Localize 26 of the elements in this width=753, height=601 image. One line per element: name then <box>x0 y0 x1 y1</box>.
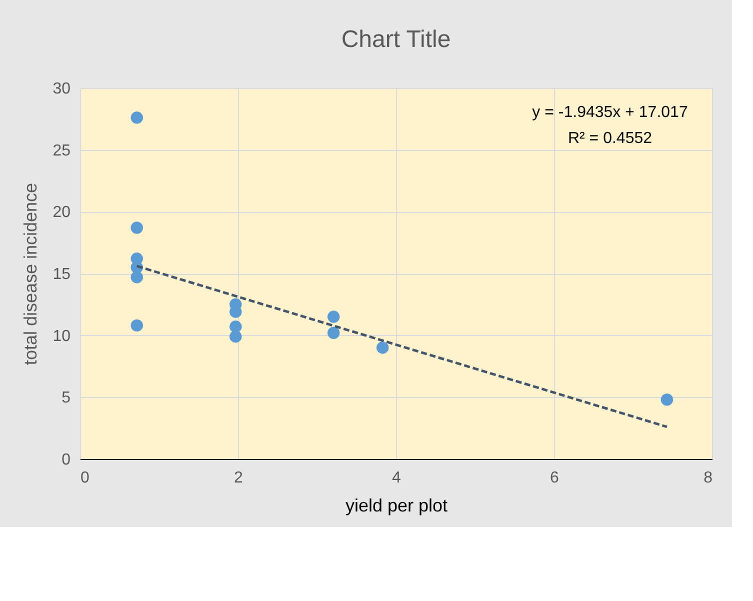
point <box>327 310 340 323</box>
point <box>327 326 340 339</box>
x-tick-label: 2 <box>234 470 244 486</box>
y-tick-label: 25 <box>52 142 71 160</box>
y-tick-label: 5 <box>62 390 71 407</box>
point <box>230 330 242 343</box>
x-tick-label: 6 <box>550 470 560 486</box>
y-tick-label: 10 <box>52 328 71 345</box>
annotation: R² = 0.4552 <box>568 130 652 147</box>
point <box>660 394 674 406</box>
x-tick-label: 0 <box>80 470 90 486</box>
y-axis-title: total disease incidence <box>20 182 41 366</box>
x-tick-label: 4 <box>392 470 402 486</box>
point <box>130 271 144 284</box>
point <box>376 342 389 354</box>
chart-title: Chart Title <box>341 26 451 53</box>
x-tick-label: 8 <box>704 470 713 486</box>
point <box>130 112 144 124</box>
y-tick-label: 20 <box>52 204 71 222</box>
x-axis-title: yield per plot <box>345 496 448 516</box>
point <box>130 222 144 234</box>
y-tick-label: 0 <box>62 452 71 468</box>
point <box>130 319 144 332</box>
y-tick-label: 30 <box>52 80 71 98</box>
y-tick-label: 15 <box>52 266 71 283</box>
annotation: y = -1.9435x + 17.017 <box>532 104 688 121</box>
